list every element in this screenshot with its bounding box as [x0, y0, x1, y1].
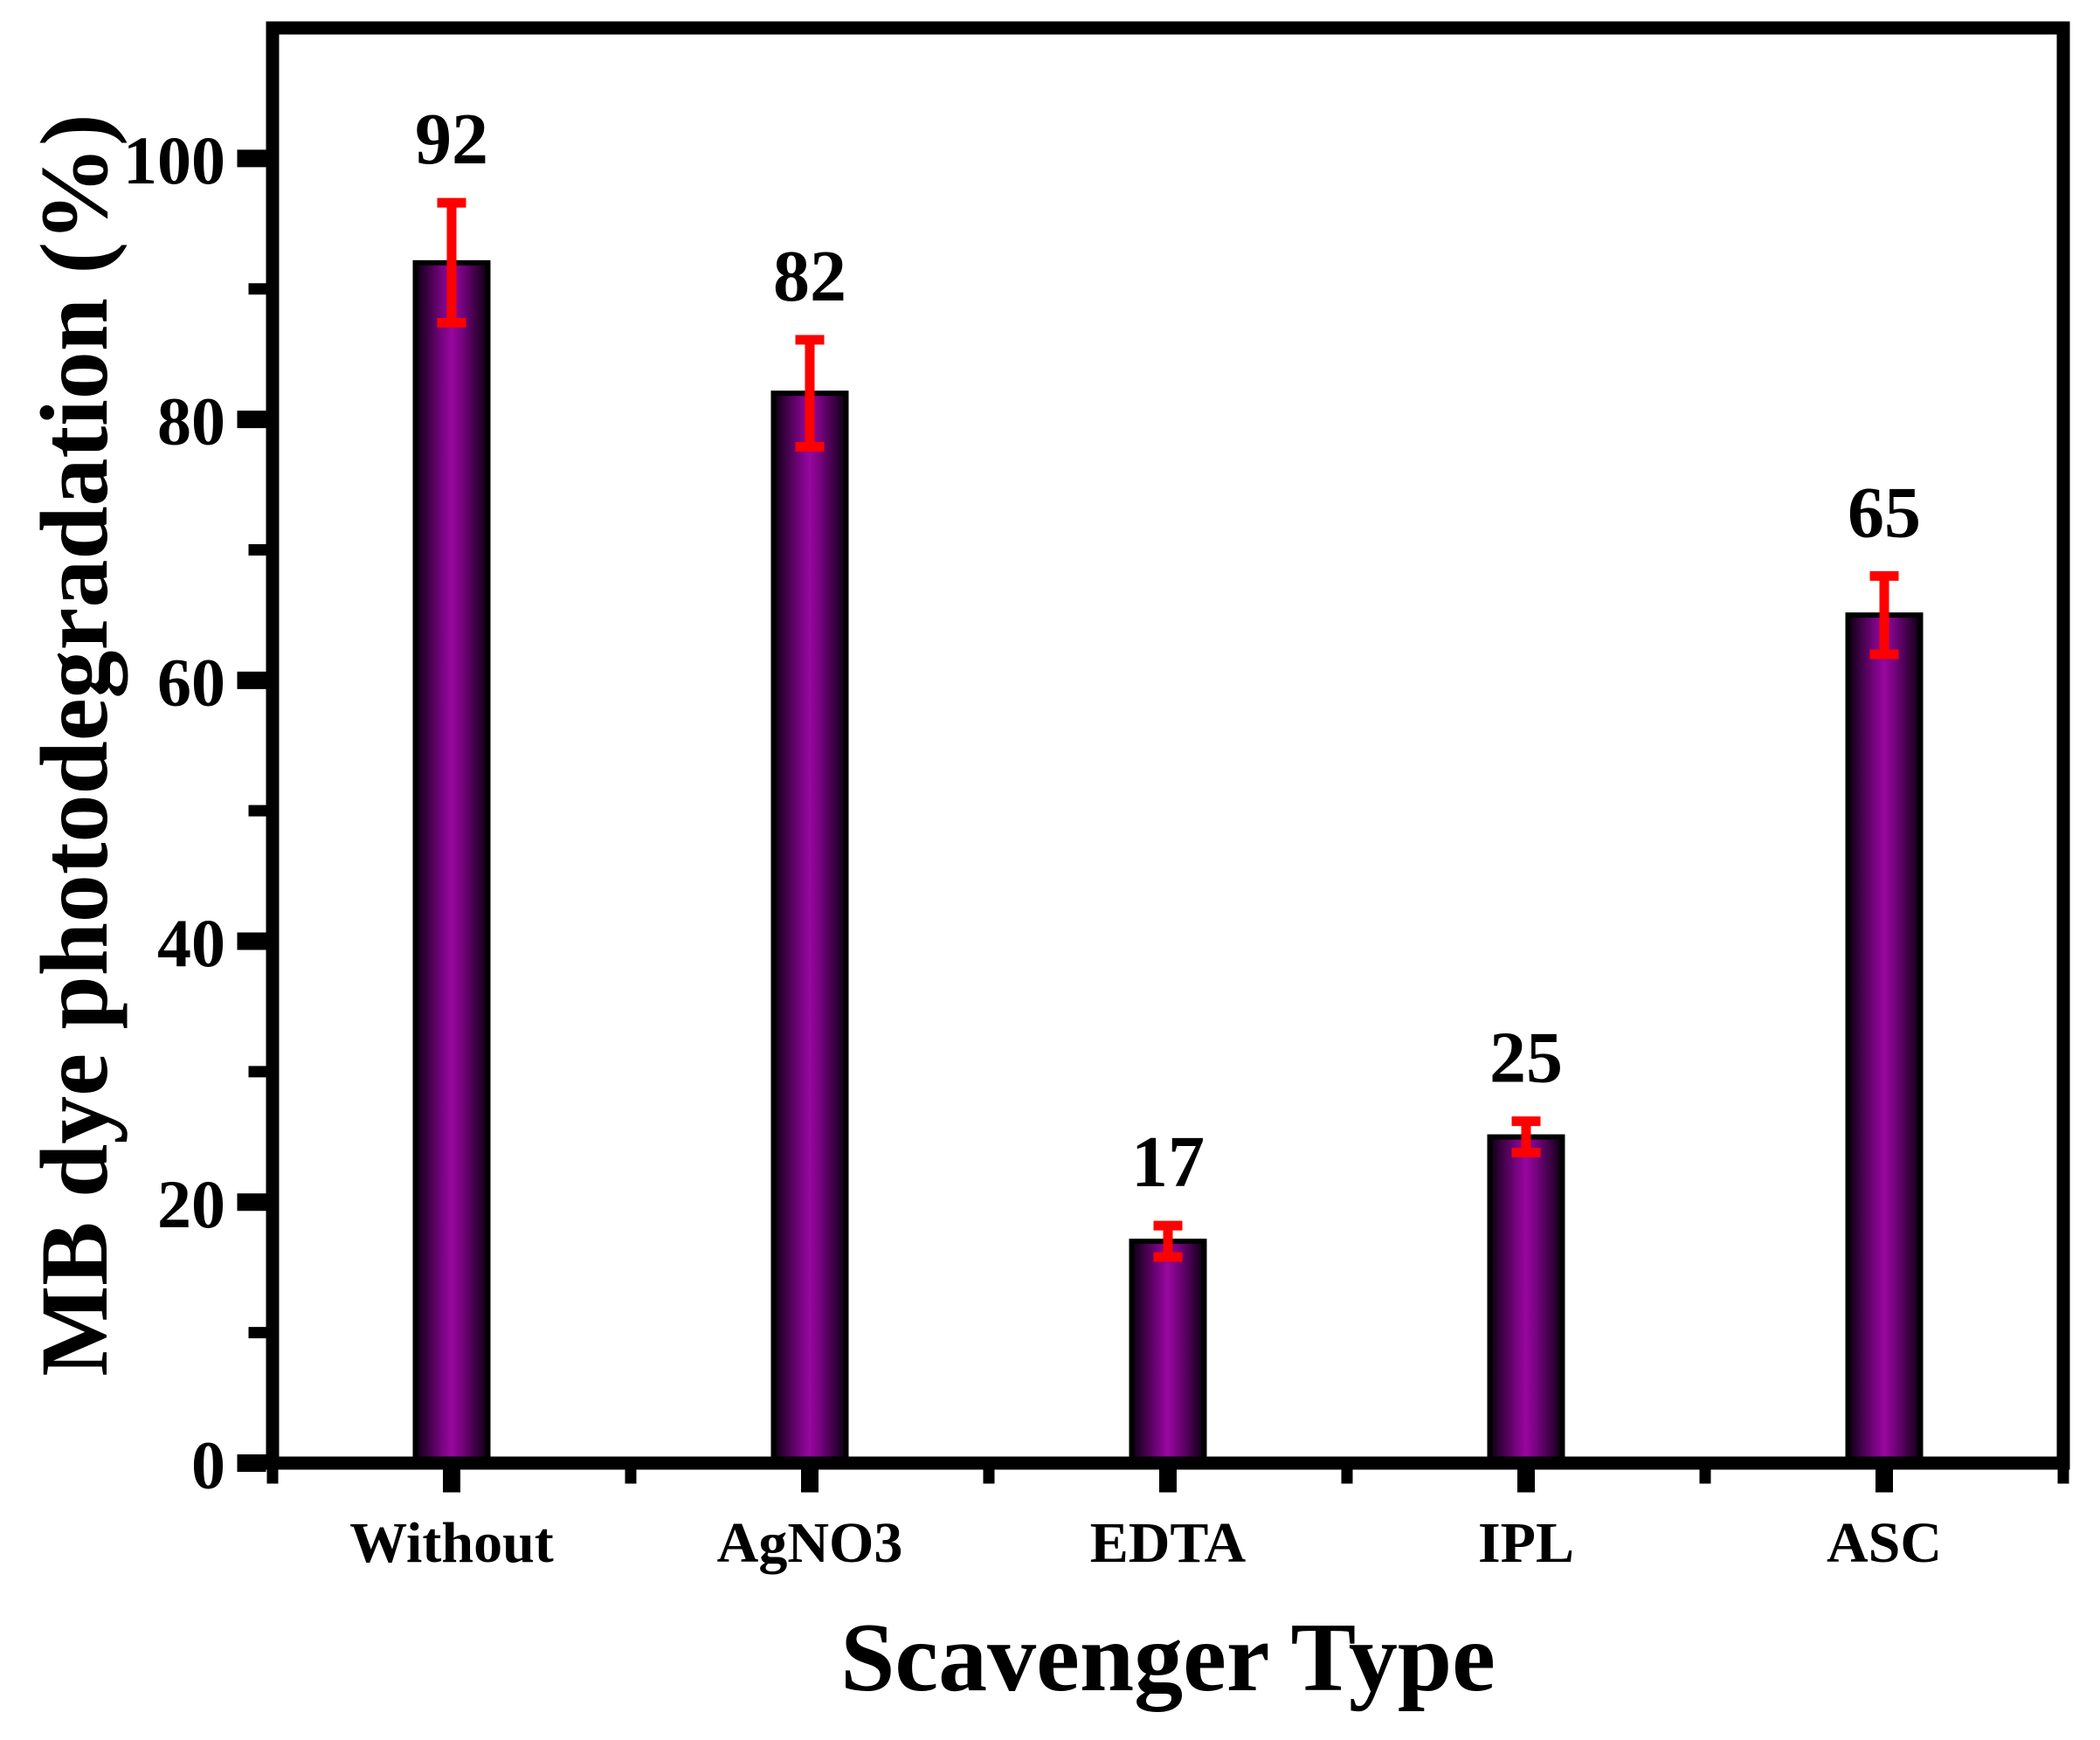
x-tick-label: AgNO3 [717, 1511, 903, 1575]
bar [1845, 612, 1924, 1466]
bar-value-label: 25 [1489, 1018, 1563, 1099]
ticks-layer [237, 149, 2069, 1493]
bar-value-label: 92 [415, 99, 488, 180]
tick-labels-layer: Without AgNO3 EDTA IPL ASC 0 20 40 60 80 100 [123, 122, 1942, 1575]
x-tick-label: ASC [1827, 1511, 1942, 1575]
x-axis-title: Scavenger Type [840, 1604, 1496, 1712]
value-labels-layer: 92 82 17 25 65 [415, 99, 1921, 1203]
y-tick-label: 40 [157, 905, 225, 981]
bar-value-label: 17 [1131, 1122, 1205, 1203]
bars-layer [412, 259, 1924, 1467]
y-axis-title: MB dye photodegradation (%) [21, 114, 128, 1376]
x-tick-label: IPL [1478, 1511, 1574, 1575]
x-tick-label: Without [349, 1511, 554, 1575]
x-tick-label: EDTA [1090, 1511, 1247, 1575]
bar-value-label: 65 [1848, 472, 1921, 553]
plot-frame [266, 21, 2070, 1470]
y-tick-label: 100 [123, 122, 225, 198]
bar [1129, 1239, 1207, 1466]
y-tick-label: 20 [157, 1166, 225, 1242]
bar-value-label: 82 [773, 236, 846, 317]
y-tick-label: 80 [157, 383, 225, 459]
bar [1487, 1134, 1565, 1467]
bar [412, 259, 491, 1467]
y-tick-label: 0 [191, 1427, 225, 1503]
y-tick-label: 60 [157, 644, 225, 720]
error-bars-layer [437, 197, 1899, 1262]
bar [770, 390, 849, 1467]
